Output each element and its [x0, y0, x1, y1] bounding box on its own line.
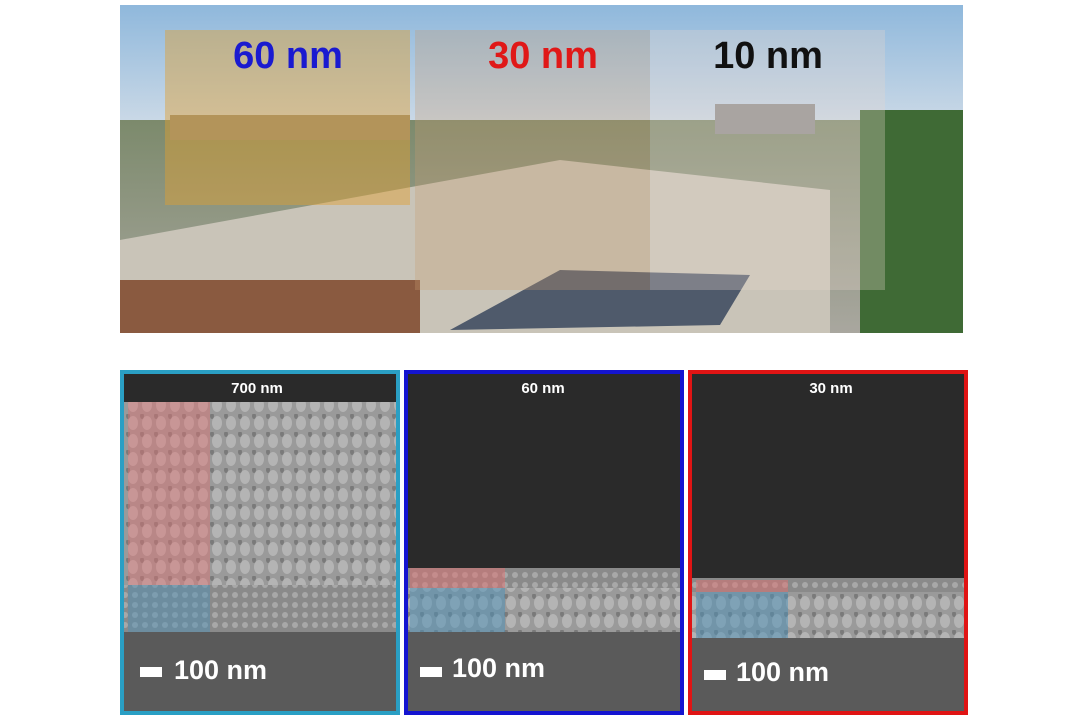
photo-label: 30 nm [488, 35, 598, 77]
film [124, 402, 396, 585]
tint-60 [165, 30, 410, 205]
facade [120, 280, 420, 333]
tint-10 [650, 30, 885, 290]
layer-highlight [410, 588, 505, 632]
layer-highlight [696, 592, 788, 638]
photo-label: 60 nm [233, 35, 343, 77]
scale-label: 100 nm [736, 657, 829, 687]
buildings [170, 115, 410, 140]
film-highlight [696, 580, 788, 592]
photo-label: 10 nm [713, 35, 823, 77]
panel-title: 60 nm [521, 380, 564, 397]
layer [124, 585, 396, 632]
film-highlight [128, 402, 210, 585]
sem-panel: 30 nm 100 nm [688, 370, 968, 715]
scale-label: 100 nm [174, 655, 267, 685]
substrate [124, 632, 396, 711]
scale-bar [704, 670, 726, 680]
sem-panel: 60 nm 100 nm [404, 370, 684, 715]
buildings [715, 104, 815, 134]
panel-title: 700 nm [231, 380, 283, 397]
scale-bar [420, 667, 442, 677]
scale-bar [140, 667, 162, 677]
scale-label: 100 nm [452, 653, 545, 683]
panel-title: 30 nm [809, 380, 852, 397]
tint-30 [415, 30, 650, 290]
trees [860, 110, 963, 333]
photo: 60 nm 30 nm 10 nm [120, 5, 963, 333]
sem-panel: 700 nm 100 nm [120, 370, 400, 715]
solar-panels [450, 270, 750, 330]
substrate [408, 632, 680, 711]
film-highlight [410, 568, 505, 588]
substrate [692, 638, 964, 711]
layer-highlight [128, 585, 210, 632]
